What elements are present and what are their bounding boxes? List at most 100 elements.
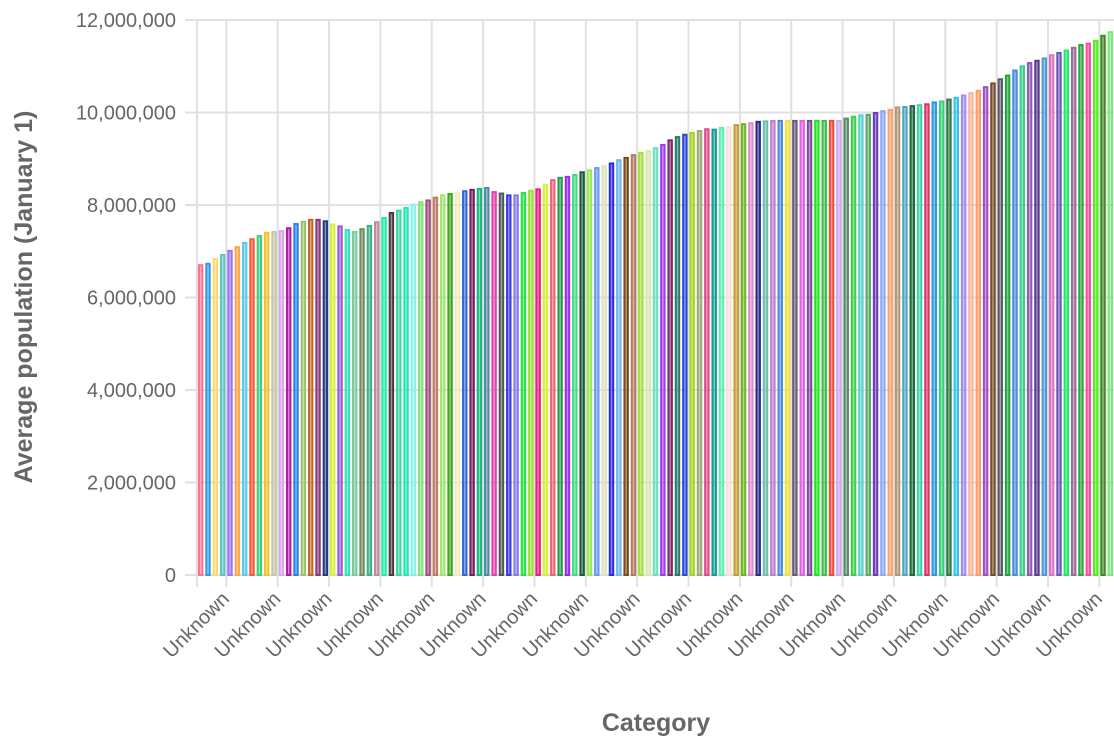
- bar: [755, 120, 761, 576]
- y-axis-title: Average population (January 1): [10, 111, 38, 484]
- bar: [792, 119, 798, 577]
- bar: [256, 235, 263, 576]
- bar: [696, 130, 703, 576]
- bar: [322, 220, 329, 576]
- bar: [1100, 34, 1106, 577]
- bar: [880, 110, 886, 576]
- bar: [432, 196, 439, 577]
- bar: [1056, 51, 1062, 577]
- bar: [850, 115, 857, 577]
- bar: [197, 264, 204, 576]
- bar: [476, 187, 483, 576]
- bar: [1041, 57, 1048, 576]
- bar: [997, 78, 1004, 577]
- bar: [212, 258, 219, 576]
- bar: [1070, 46, 1077, 576]
- bar: [1063, 49, 1070, 577]
- bar: [315, 218, 321, 576]
- y-tick-label: 4,000,000: [87, 380, 176, 402]
- bar: [520, 192, 527, 577]
- bar: [418, 201, 424, 577]
- bar: [1004, 74, 1011, 576]
- bar: [469, 188, 475, 576]
- bar: [579, 171, 585, 577]
- bar: [359, 228, 365, 576]
- bar: [498, 192, 505, 576]
- bar: [528, 189, 534, 577]
- y-tick-label: 8,000,000: [87, 195, 176, 217]
- bar: [550, 179, 556, 576]
- bar: [594, 167, 600, 576]
- y-tick-label: 10,000,000: [76, 103, 176, 125]
- bar: [506, 194, 512, 577]
- bar: [931, 101, 937, 577]
- bar: [660, 143, 666, 576]
- bar: [894, 106, 901, 577]
- y-axis-ticks: 0 2,000,000 4,000,000 6,000,000 8,000,000 10,…: [76, 10, 176, 587]
- bar: [586, 169, 593, 576]
- grid: [185, 19, 1114, 587]
- bar: [1107, 31, 1114, 577]
- bar: [652, 147, 659, 576]
- y-tick-label: 0: [165, 565, 176, 587]
- bar: [1048, 54, 1055, 577]
- bar: [337, 225, 343, 576]
- bar: [572, 174, 578, 576]
- bar: [843, 117, 849, 577]
- bar: [682, 133, 688, 576]
- bar: [352, 230, 358, 576]
- bar: [410, 203, 417, 577]
- bar: [601, 165, 607, 576]
- bar: [241, 242, 248, 576]
- bar: [293, 223, 299, 576]
- bar: [960, 94, 967, 577]
- bar: [366, 224, 373, 576]
- bar: [462, 190, 468, 576]
- bar: [425, 199, 431, 576]
- bar: [484, 186, 490, 576]
- bar: [946, 98, 952, 576]
- bar: [806, 119, 813, 577]
- bar: [249, 238, 255, 577]
- bar: [718, 126, 725, 577]
- y-tick-label: 12,000,000: [76, 10, 176, 32]
- bar: [1092, 39, 1099, 576]
- bar: [616, 159, 622, 576]
- bar: [403, 206, 409, 576]
- bar: [1085, 42, 1092, 577]
- bar: [953, 96, 959, 577]
- bar: [770, 119, 776, 577]
- bar: [535, 188, 541, 576]
- x-axis-title: Category: [602, 709, 710, 737]
- bar: [645, 149, 651, 576]
- bar: [1034, 59, 1040, 576]
- bar: [784, 119, 791, 577]
- bar: [858, 114, 864, 576]
- bar: [865, 113, 871, 576]
- bar: [263, 231, 270, 576]
- bar: [557, 176, 563, 576]
- bar: [638, 151, 644, 576]
- bar: [300, 220, 307, 576]
- bar: [447, 192, 453, 576]
- bar: [454, 192, 461, 577]
- bar: [674, 136, 681, 576]
- bar: [916, 104, 923, 577]
- bar: [381, 217, 387, 576]
- bar: [909, 105, 915, 576]
- bar: [374, 221, 380, 576]
- bar: [608, 162, 615, 576]
- bar: [1019, 65, 1026, 576]
- bar: [234, 246, 241, 576]
- bar: [887, 108, 893, 577]
- bar: [388, 211, 395, 576]
- bar: [542, 184, 549, 576]
- bar: [828, 119, 835, 577]
- y-tick-label: 6,000,000: [87, 288, 176, 310]
- bar: [733, 124, 739, 576]
- bar: [440, 194, 446, 577]
- bar: [344, 229, 351, 577]
- bar: [836, 119, 842, 577]
- bar: [704, 128, 710, 576]
